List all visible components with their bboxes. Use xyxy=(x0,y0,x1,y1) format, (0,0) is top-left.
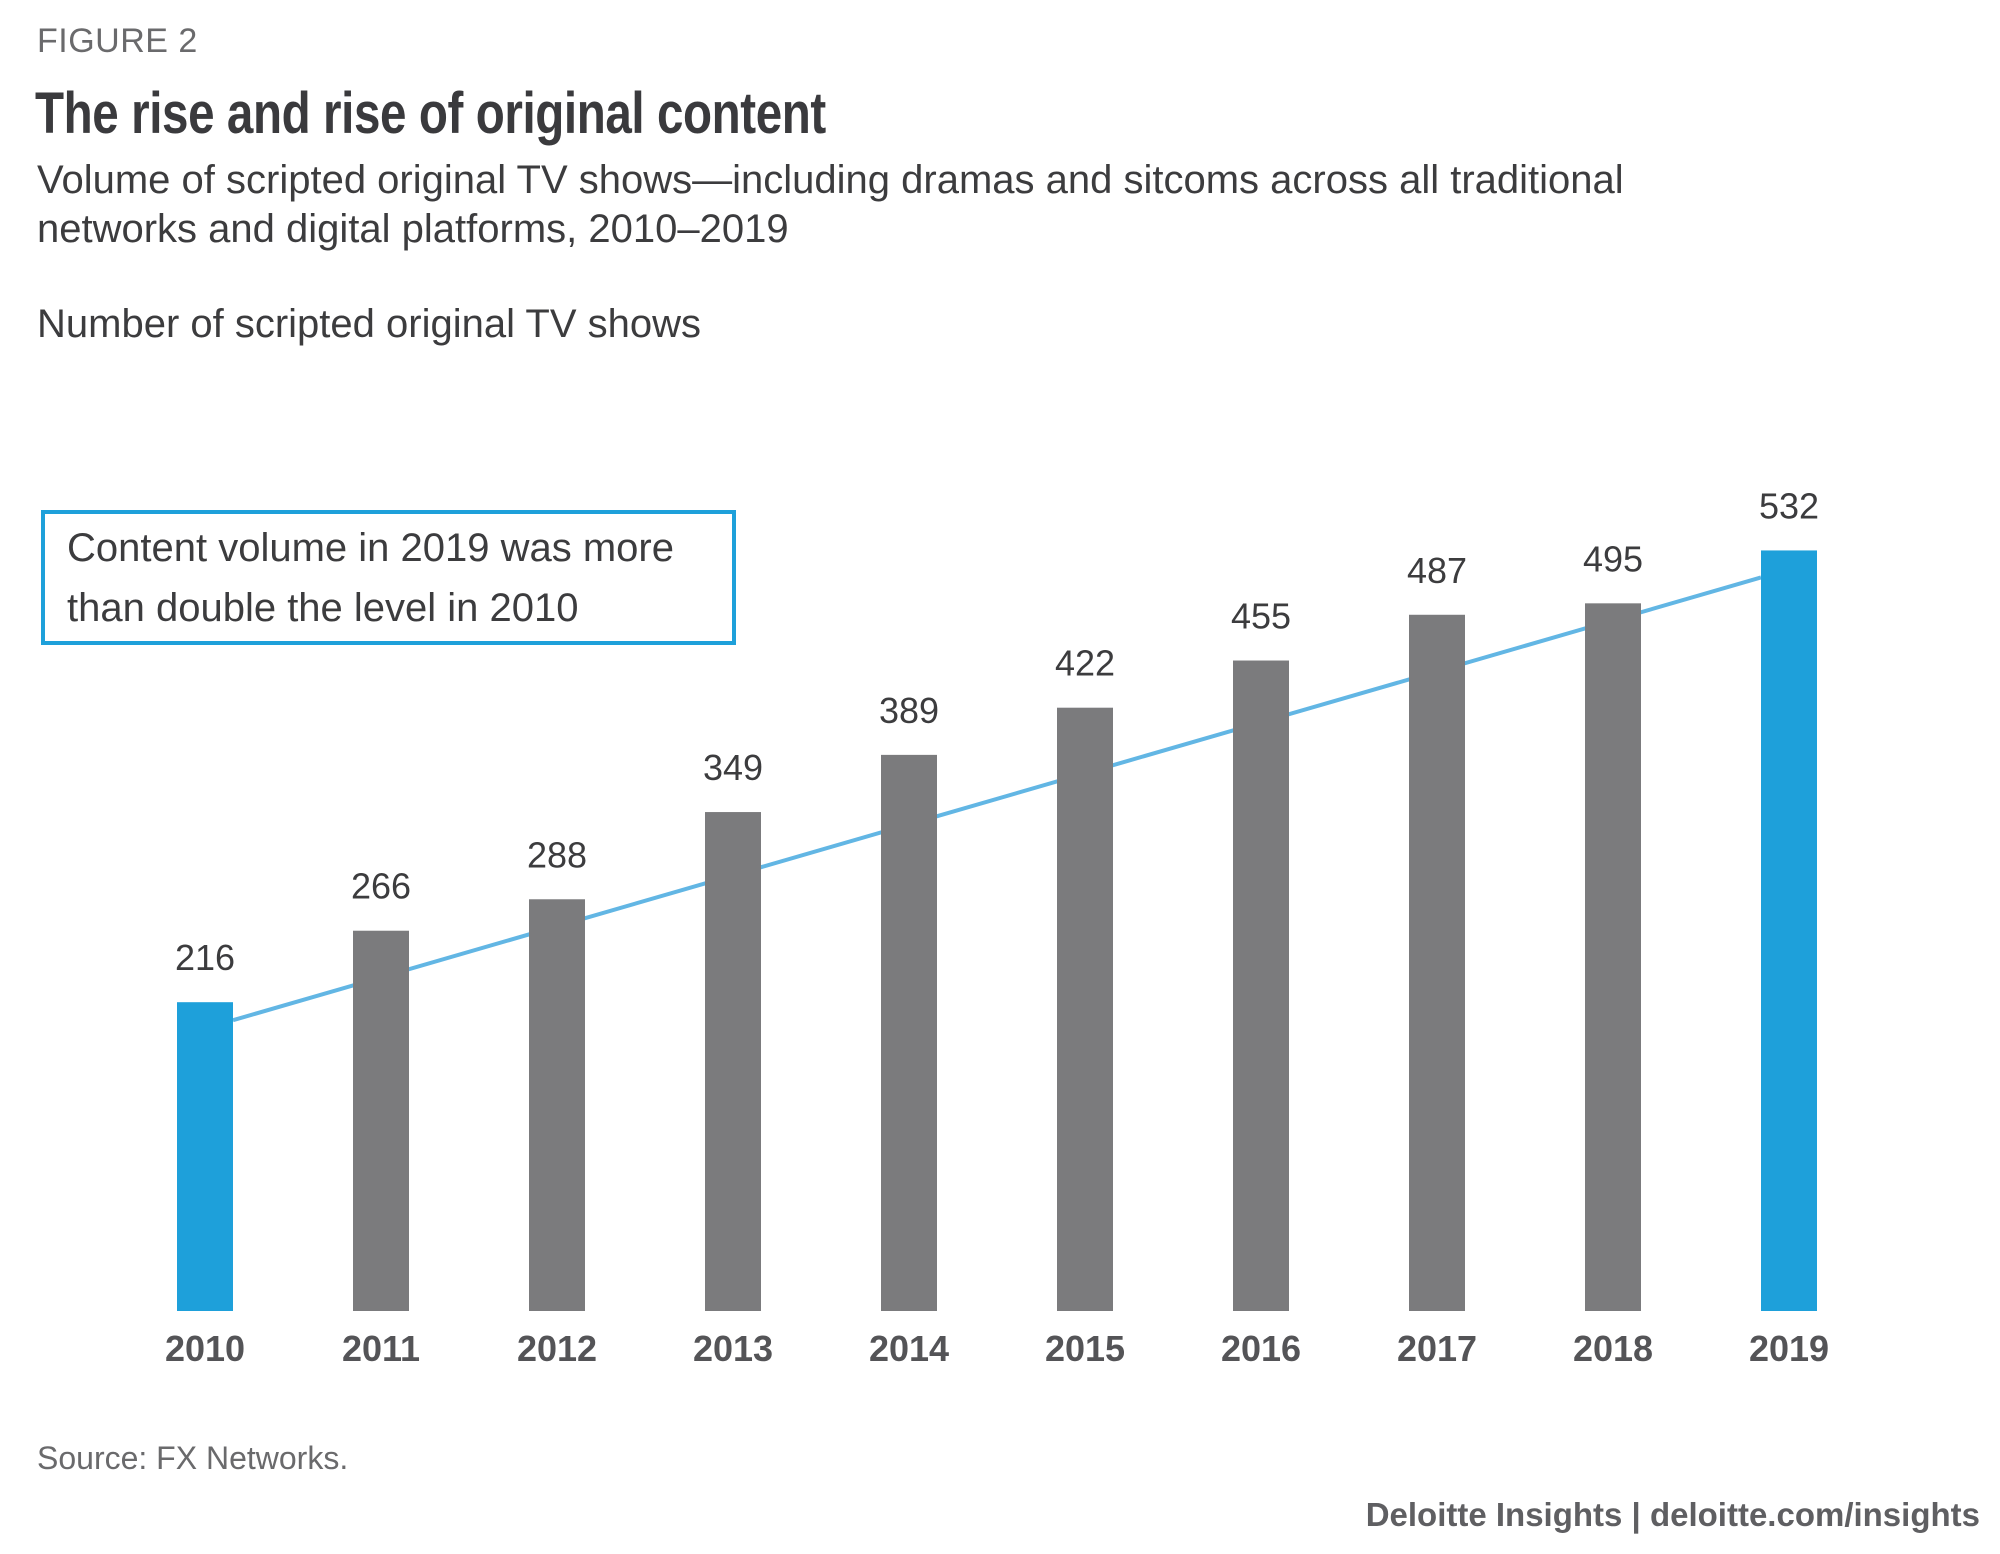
bar-2012 xyxy=(529,899,585,1311)
x-tick-2018: 2018 xyxy=(1573,1328,1653,1369)
bar-2015 xyxy=(1057,707,1113,1311)
x-tick-2010: 2010 xyxy=(165,1328,245,1369)
x-tick-2011: 2011 xyxy=(342,1328,420,1369)
chart-title: The rise and rise of original content xyxy=(35,81,826,146)
source-note: Source: FX Networks. xyxy=(37,1440,349,1476)
bar-2014 xyxy=(881,754,937,1311)
value-label-2015: 422 xyxy=(1055,643,1115,684)
figure-label: FIGURE 2 xyxy=(37,22,198,60)
value-label-2012: 288 xyxy=(527,834,587,875)
value-label-2016: 455 xyxy=(1231,596,1291,637)
annotation-box: Content volume in 2019 was more than dou… xyxy=(41,510,736,645)
bars-layer xyxy=(177,550,1817,1311)
x-tick-2017: 2017 xyxy=(1397,1328,1477,1369)
footer-credit: Deloitte Insights | deloitte.com/insight… xyxy=(1365,1496,1980,1533)
trend-line-layer xyxy=(232,575,1762,1023)
value-label-2017: 487 xyxy=(1407,550,1467,591)
x-tick-2014: 2014 xyxy=(869,1328,949,1369)
chart-subtitle-line-1: Volume of scripted original TV shows—inc… xyxy=(37,158,1624,202)
x-tick-2015: 2015 xyxy=(1045,1328,1125,1369)
bar-2019 xyxy=(1761,550,1817,1311)
bar-2010 xyxy=(177,1002,233,1311)
value-label-2011: 266 xyxy=(351,866,411,907)
annotation-line-1: Content volume in 2019 was more xyxy=(67,526,674,570)
x-tick-2016: 2016 xyxy=(1221,1328,1301,1369)
value-label-2018: 495 xyxy=(1583,538,1643,579)
bar-2016 xyxy=(1233,660,1289,1311)
annotation-line-2: than double the level in 2010 xyxy=(67,586,579,630)
x-axis-ticks: 2010 2011 2012 2013 2014 2015 2016 2017 2018 2019 xyxy=(165,1328,1829,1369)
bar-2018 xyxy=(1585,603,1641,1311)
bar-2013 xyxy=(705,812,761,1311)
value-label-2019: 532 xyxy=(1759,485,1819,526)
value-label-2010: 216 xyxy=(175,937,235,978)
chart-subtitle-line-2: networks and digital platforms, 2010–201… xyxy=(37,207,789,251)
x-tick-2013: 2013 xyxy=(693,1328,773,1369)
bar-2017 xyxy=(1409,614,1465,1311)
x-tick-2019: 2019 xyxy=(1749,1328,1829,1369)
trend-line xyxy=(232,575,1762,1023)
value-label-2013: 349 xyxy=(703,747,763,788)
y-axis-caption: Number of scripted original TV shows xyxy=(37,302,701,346)
bar-2011 xyxy=(353,930,409,1311)
value-labels-layer: 216 266 288 349 389 422 455 487 495 532 xyxy=(175,485,1819,978)
x-tick-2012: 2012 xyxy=(517,1328,597,1369)
value-label-2014: 389 xyxy=(879,690,939,731)
